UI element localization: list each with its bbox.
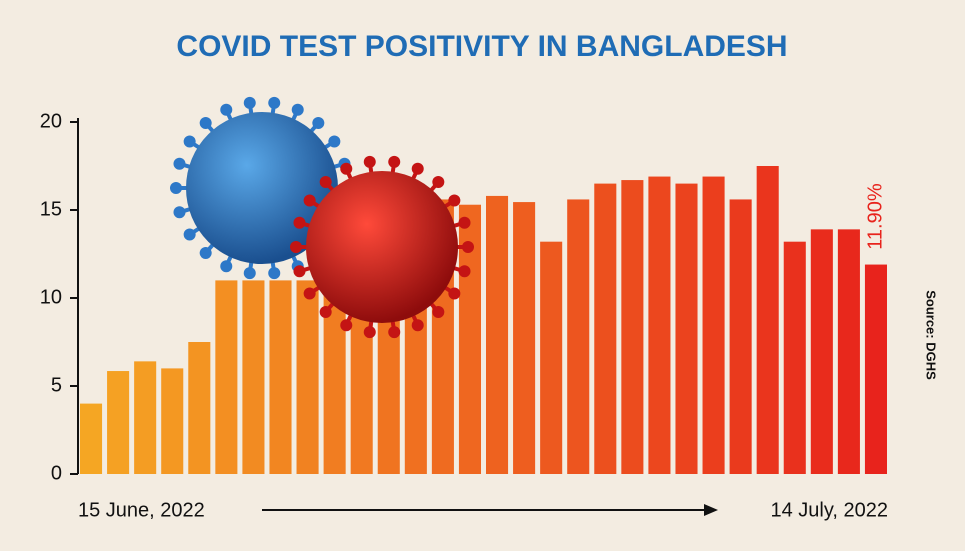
y-tick-label: 20: [40, 110, 62, 132]
bar: [594, 183, 617, 474]
spike-tip: [458, 216, 471, 229]
bar: [486, 195, 509, 475]
y-tick-label: 5: [51, 374, 62, 396]
bar: [161, 368, 184, 474]
bar: [296, 280, 319, 474]
bar: [269, 280, 292, 474]
spike-tip: [170, 182, 182, 194]
chart-title: COVID TEST POSITIVITY IN BANGLADESH: [176, 30, 787, 63]
bar: [107, 371, 130, 474]
bar: [567, 199, 590, 474]
spike-tip: [268, 96, 281, 109]
arrow-head: [704, 504, 718, 516]
spike-tip: [312, 117, 325, 130]
value-label: 11.90%: [865, 183, 887, 250]
bar: [729, 199, 752, 474]
bar: [242, 280, 265, 474]
bar: [540, 241, 563, 474]
spike-tip: [319, 176, 332, 189]
spike-tip: [183, 228, 196, 241]
bar: [783, 241, 806, 474]
bar: [80, 403, 103, 474]
spike-tip: [243, 96, 256, 109]
bar: [837, 229, 860, 474]
spike-tip: [199, 117, 212, 130]
spike-tip: [290, 241, 302, 253]
spike-tip: [319, 305, 332, 318]
bar: [621, 180, 644, 474]
bar: [864, 264, 887, 474]
bar: [134, 361, 157, 474]
spike-tip: [328, 135, 341, 148]
spike-tip: [388, 155, 401, 168]
spike-tip: [173, 157, 186, 170]
y-tick-label: 15: [40, 198, 62, 220]
bar: [188, 342, 211, 474]
spike-tip: [243, 267, 256, 280]
spike-tip: [340, 319, 353, 332]
spike-tip: [411, 162, 424, 175]
spike-tip: [340, 162, 353, 175]
spike-tip: [462, 241, 474, 253]
bar: [215, 280, 238, 474]
spike-tip: [173, 206, 186, 219]
bar: [702, 176, 725, 474]
source-note: Source: DGHS: [924, 290, 939, 380]
bar: [810, 229, 833, 474]
spike-tip: [448, 194, 461, 207]
y-tick-label: 0: [51, 462, 62, 484]
spike-tip: [363, 326, 376, 339]
spike-tip: [432, 176, 445, 189]
virus-illustration: [170, 96, 474, 339]
x-tick-label: 14 July, 2022: [771, 499, 889, 521]
y-tick-label: 10: [40, 286, 62, 308]
bar: [648, 176, 671, 474]
virus-body: [306, 171, 458, 323]
spike-tip: [388, 326, 401, 339]
spike-tip: [363, 155, 376, 168]
spike-tip: [448, 287, 461, 300]
x-tick-label: 15 June, 2022: [78, 499, 205, 521]
spike-tip: [220, 260, 233, 273]
spike-tip: [268, 267, 281, 280]
spike-tip: [432, 305, 445, 318]
spike-tip: [220, 103, 233, 116]
spike-tip: [303, 194, 316, 207]
spike-tip: [411, 319, 424, 332]
bar: [675, 183, 698, 474]
spike-tip: [291, 103, 304, 116]
spike-tip: [303, 287, 316, 300]
spike-tip: [293, 265, 306, 278]
spike-tip: [183, 135, 196, 148]
spike-tip: [199, 246, 212, 259]
bar: [756, 166, 779, 474]
spike-tip: [293, 216, 306, 229]
spike-tip: [458, 265, 471, 278]
bar: [513, 202, 536, 474]
